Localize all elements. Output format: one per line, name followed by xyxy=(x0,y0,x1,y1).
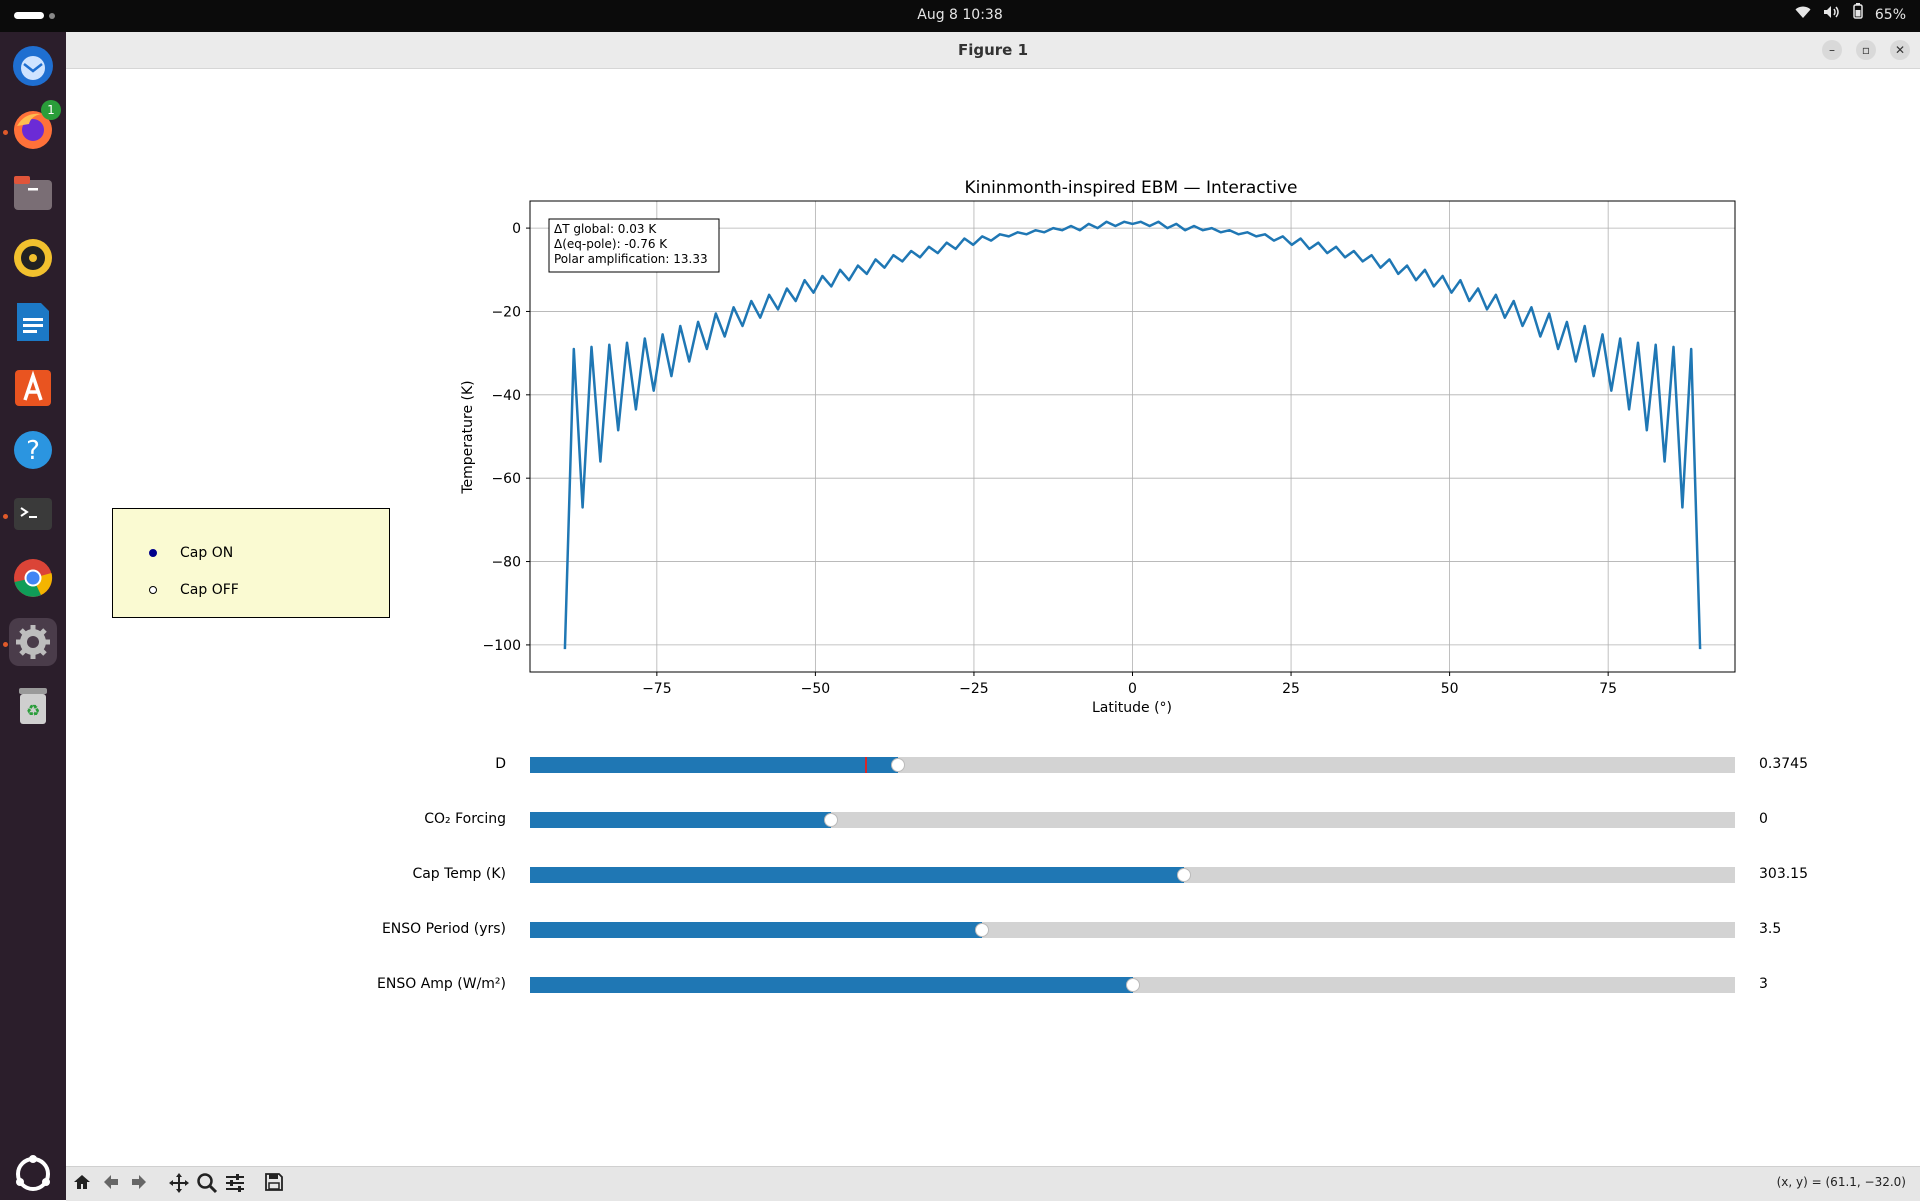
plot-lines xyxy=(563,220,1702,650)
title-bar[interactable]: Figure 1 – ▫ ✕ xyxy=(66,32,1920,69)
x-tick-label: −50 xyxy=(801,681,831,697)
slider-handle[interactable] xyxy=(824,813,839,827)
x-tick-label: 75 xyxy=(1599,681,1617,697)
annotation-line: Polar amplification: 13.33 xyxy=(554,252,708,266)
home-icon[interactable] xyxy=(70,1172,94,1196)
slider-fill xyxy=(530,812,832,828)
cap-radio-group[interactable]: Cap ON Cap OFF xyxy=(112,508,390,618)
slider-value: 303.15 xyxy=(1759,866,1808,882)
slider-fill xyxy=(530,757,898,773)
app-center-icon[interactable] xyxy=(9,362,57,410)
slider-value: 3.5 xyxy=(1759,921,1782,937)
temperature-line xyxy=(563,220,1702,650)
forward-icon[interactable] xyxy=(127,1172,151,1196)
y-tick-label: −100 xyxy=(483,638,521,654)
thunderbird-icon[interactable] xyxy=(9,42,57,90)
slider-handle[interactable] xyxy=(890,758,905,772)
cursor-coordinates: (x, y) = (61.1, −32.0) xyxy=(1776,1175,1906,1189)
top-bar: Aug 8 10:38 65% xyxy=(0,0,1920,32)
slider-track[interactable] xyxy=(530,757,1735,773)
show-apps-icon[interactable] xyxy=(9,1150,57,1198)
grid xyxy=(530,201,1735,672)
minimize-button[interactable]: – xyxy=(1822,40,1842,60)
radio-label: Cap OFF xyxy=(180,582,239,598)
annotation-line: Δ(eq-pole): -0.76 K xyxy=(554,237,668,251)
notification-badge: 1 xyxy=(41,100,61,120)
slider-fill xyxy=(530,922,982,938)
slider-handle[interactable] xyxy=(1177,868,1192,882)
slider-track[interactable] xyxy=(530,977,1735,993)
slider-track[interactable] xyxy=(530,867,1735,883)
volume-icon xyxy=(1823,0,1841,30)
ticks: −75 −50 −25 0 25 50 75 0 −20 −40 −60 −80 −100 xyxy=(483,221,1618,697)
slider-fill xyxy=(530,977,1133,993)
slider-value: 0 xyxy=(1759,811,1768,827)
x-tick-label: 50 xyxy=(1441,681,1459,697)
slider-handle[interactable] xyxy=(974,923,989,937)
radio-selected-icon[interactable] xyxy=(149,549,157,557)
y-tick-label: −80 xyxy=(491,555,521,571)
chrome-icon[interactable] xyxy=(9,554,57,602)
y-axis-label: Temperature (K) xyxy=(460,380,476,494)
x-tick-label: −25 xyxy=(959,681,989,697)
terminal-icon[interactable] xyxy=(9,490,57,538)
zoom-icon[interactable] xyxy=(195,1172,219,1196)
pan-icon[interactable] xyxy=(167,1172,191,1196)
clock[interactable]: Aug 8 10:38 xyxy=(917,7,1003,23)
x-tick-label: 25 xyxy=(1282,681,1300,697)
window-title: Figure 1 xyxy=(957,41,1029,59)
dock: 1 ? ♻ xyxy=(0,32,66,1200)
activities-button[interactable] xyxy=(14,12,44,19)
slider-label: CO₂ Forcing xyxy=(424,811,506,827)
stats-annotation: ΔT global: 0.03 K Δ(eq-pole): -0.76 K Po… xyxy=(548,218,720,273)
workspace-indicator xyxy=(49,13,55,19)
files-icon[interactable] xyxy=(9,170,57,218)
slider-handle[interactable] xyxy=(1125,978,1140,992)
slider-fill xyxy=(530,867,1185,883)
back-icon[interactable] xyxy=(99,1172,123,1196)
slider-track[interactable] xyxy=(530,922,1735,938)
trash-icon[interactable]: ♻ xyxy=(9,682,57,730)
x-tick-label: 0 xyxy=(1128,681,1137,697)
maximize-button[interactable]: ▫ xyxy=(1856,40,1876,60)
navigation-toolbar: (x, y) = (61.1, −32.0) xyxy=(66,1166,1920,1201)
rhythmbox-icon[interactable] xyxy=(9,234,57,282)
radio-unselected-icon[interactable] xyxy=(149,586,157,594)
slider-value: 0.3745 xyxy=(1759,756,1808,772)
firefox-icon[interactable]: 1 xyxy=(9,100,61,154)
wifi-icon xyxy=(1795,0,1811,30)
annotation-line: ΔT global: 0.03 K xyxy=(554,222,657,236)
y-tick-label: 0 xyxy=(512,221,521,237)
configure-icon[interactable] xyxy=(223,1172,247,1196)
settings-icon[interactable] xyxy=(9,618,57,666)
y-tick-label: −40 xyxy=(491,388,521,404)
radio-label: Cap ON xyxy=(180,545,234,561)
x-axis-label: Latitude (°) xyxy=(1092,700,1172,716)
y-tick-label: −20 xyxy=(491,304,521,320)
slider-label: D xyxy=(495,756,506,772)
slider-track[interactable] xyxy=(530,812,1735,828)
radio-cap-off[interactable]: Cap OFF xyxy=(149,580,239,600)
radio-cap-on[interactable]: Cap ON xyxy=(149,543,233,563)
help-icon[interactable]: ? xyxy=(9,426,57,474)
slider-value: 3 xyxy=(1759,976,1768,992)
slider-label: ENSO Period (yrs) xyxy=(381,921,506,937)
svg-text:♻: ♻ xyxy=(26,701,40,720)
battery-percent: 65% xyxy=(1874,7,1906,23)
slider-label: Cap Temp (K) xyxy=(412,866,506,882)
svg-text:?: ? xyxy=(26,436,40,466)
save-icon[interactable] xyxy=(262,1172,286,1196)
battery-icon xyxy=(1853,0,1863,30)
slider-label: ENSO Amp (W/m²) xyxy=(377,976,506,992)
writer-icon[interactable] xyxy=(9,298,57,346)
system-tray[interactable]: 65% xyxy=(1795,0,1906,30)
x-tick-label: −75 xyxy=(642,681,672,697)
y-tick-label: −60 xyxy=(491,471,521,487)
chart-title: Kininmonth-inspired EBM — Interactive xyxy=(964,178,1297,198)
close-button[interactable]: ✕ xyxy=(1890,40,1910,60)
slider-initial-marker xyxy=(864,757,867,773)
